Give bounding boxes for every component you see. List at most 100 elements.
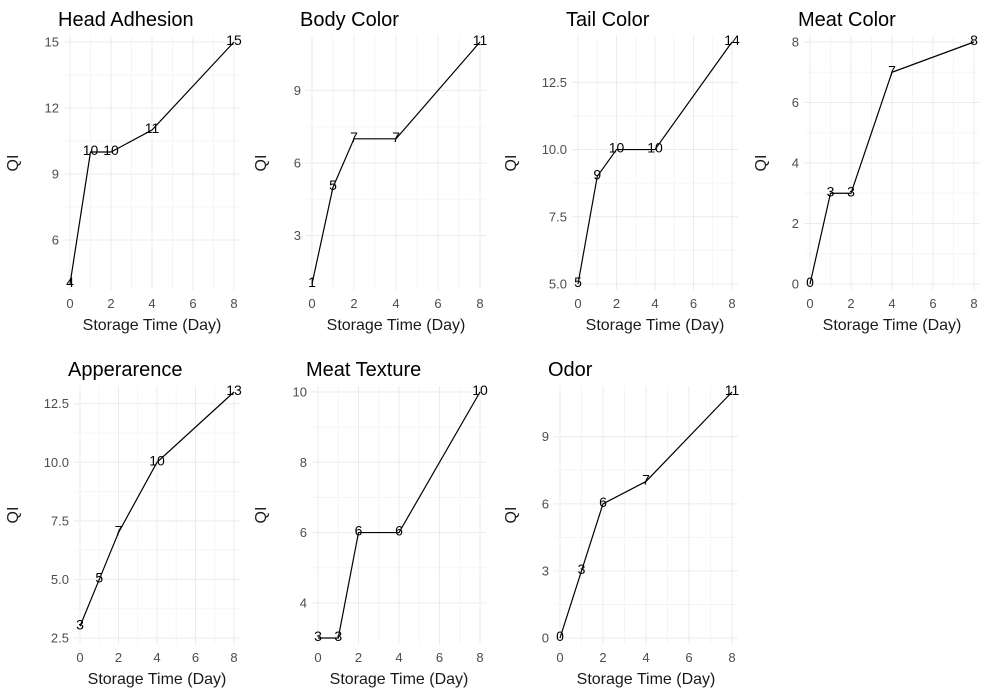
data-label: 5 [574,274,582,290]
data-label: 1 [308,274,316,290]
data-label: 10 [472,382,488,398]
data-label: 3 [334,628,342,644]
y-tick-label: 0 [792,277,799,292]
data-label: 8 [970,32,978,48]
x-axis-label: Storage Time (Day) [88,671,227,688]
x-tick-label: 8 [230,296,237,311]
x-tick-label: 4 [651,296,658,311]
y-tick-label: 6 [542,496,549,511]
x-tick-label: 2 [355,650,362,665]
x-tick-label: 8 [728,296,735,311]
y-axis-label: QI [503,507,520,524]
chart-title: Body Color [300,9,399,31]
panel-body-color: 0 2 4 6 8 3 6 9 Body Color Storage Time (Day) QI 1 5… [253,9,487,334]
y-tick-label: 4 [792,156,799,171]
chart-title: Meat Texture [306,359,421,381]
data-label: 5 [95,569,103,585]
data-label: 5 [329,177,337,193]
data-label: 10 [647,140,663,156]
panel-meat-texture: 0 2 4 6 8 4 6 8 10 Meat Texture Storage Time (Day)… [253,359,488,688]
y-tick-label: 12.5 [44,396,69,411]
y-tick-label: 2 [792,216,799,231]
y-axis-label: QI [503,155,520,172]
data-label: 7 [888,62,896,78]
y-tick-label: 3 [542,563,549,578]
y-tick-label: 6 [294,156,301,171]
data-label: 6 [599,494,607,510]
data-label: 13 [226,382,242,398]
data-label: 15 [226,32,242,48]
data-label: 0 [806,274,814,290]
x-tick-label: 6 [929,296,936,311]
y-tick-label: 10.0 [44,455,69,470]
y-tick-label: 3 [294,228,301,243]
series-line [79,391,235,627]
x-axis-label: Storage Time (Day) [823,317,962,334]
y-tick-label: 2.5 [51,631,69,646]
x-tick-label: 2 [350,296,357,311]
x-tick-label: 0 [308,296,315,311]
series-line [577,41,733,285]
chart-title: Apperarence [68,359,183,381]
data-label: 3 [76,616,84,632]
chart-title: Head Adhesion [58,9,194,31]
data-label: 3 [827,183,835,199]
data-label: 11 [725,382,740,398]
data-label: 3 [314,628,322,644]
data-label: 4 [66,274,74,290]
x-tick-label: 6 [690,296,697,311]
x-tick-label: 0 [574,296,581,311]
data-label: 6 [395,523,403,539]
data-label: 11 [473,32,488,48]
chart-title: Odor [548,359,593,381]
y-tick-label: 9 [52,167,59,182]
data-label: 7 [115,523,123,539]
x-tick-label: 2 [115,650,122,665]
x-tick-label: 4 [153,650,160,665]
y-axis-label: QI [753,155,770,172]
x-tick-label: 0 [76,650,83,665]
x-tick-label: 8 [970,296,977,311]
x-axis-label: Storage Time (Day) [327,317,466,334]
x-tick-label: 0 [806,296,813,311]
y-tick-label: 6 [792,95,799,110]
x-axis-label: Storage Time (Day) [330,671,469,688]
x-tick-label: 2 [107,296,114,311]
x-axis-label: Storage Time (Day) [577,671,716,688]
panel-head-adhesion: 0 2 4 6 8 6 9 12 15 Head Adhesion Storage Time (Da… [5,9,242,334]
x-tick-label: 8 [230,650,237,665]
y-tick-label: 8 [300,455,307,470]
data-label: 7 [350,129,358,145]
y-tick-label: 0 [542,631,549,646]
x-tick-label: 0 [556,650,563,665]
panel-apperarence: 0 2 4 6 8 2.5 5.0 7.5 10.0 12.5 Apperarence Storage… [5,359,242,688]
data-label: 7 [642,471,650,487]
y-tick-label: 8 [792,35,799,50]
x-tick-label: 6 [434,296,441,311]
x-tick-label: 4 [392,296,399,311]
panel-tail-color: 0 2 4 6 8 5.0 7.5 10.0 12.5 Tail Color Storage Tim… [503,9,740,334]
x-tick-label: 4 [148,296,155,311]
x-tick-label: 6 [189,296,196,311]
y-axis-label: QI [253,507,270,524]
x-tick-label: 4 [642,650,649,665]
y-axis-label: QI [253,155,270,172]
data-label: 6 [355,523,363,539]
x-tick-label: 8 [728,650,735,665]
x-tick-label: 6 [192,650,199,665]
x-axis-label: Storage Time (Day) [83,317,222,334]
series-line [318,391,481,639]
x-tick-label: 6 [436,650,443,665]
x-tick-label: 4 [395,650,402,665]
y-tick-label: 9 [542,429,549,444]
data-label: 3 [578,561,586,577]
series-line [311,41,481,285]
y-tick-label: 9 [294,83,301,98]
y-tick-label: 7.5 [549,209,567,224]
series-line [559,391,733,639]
data-label: 10 [609,140,625,156]
x-tick-label: 2 [599,650,606,665]
x-tick-label: 8 [476,650,483,665]
x-tick-label: 4 [888,296,895,311]
